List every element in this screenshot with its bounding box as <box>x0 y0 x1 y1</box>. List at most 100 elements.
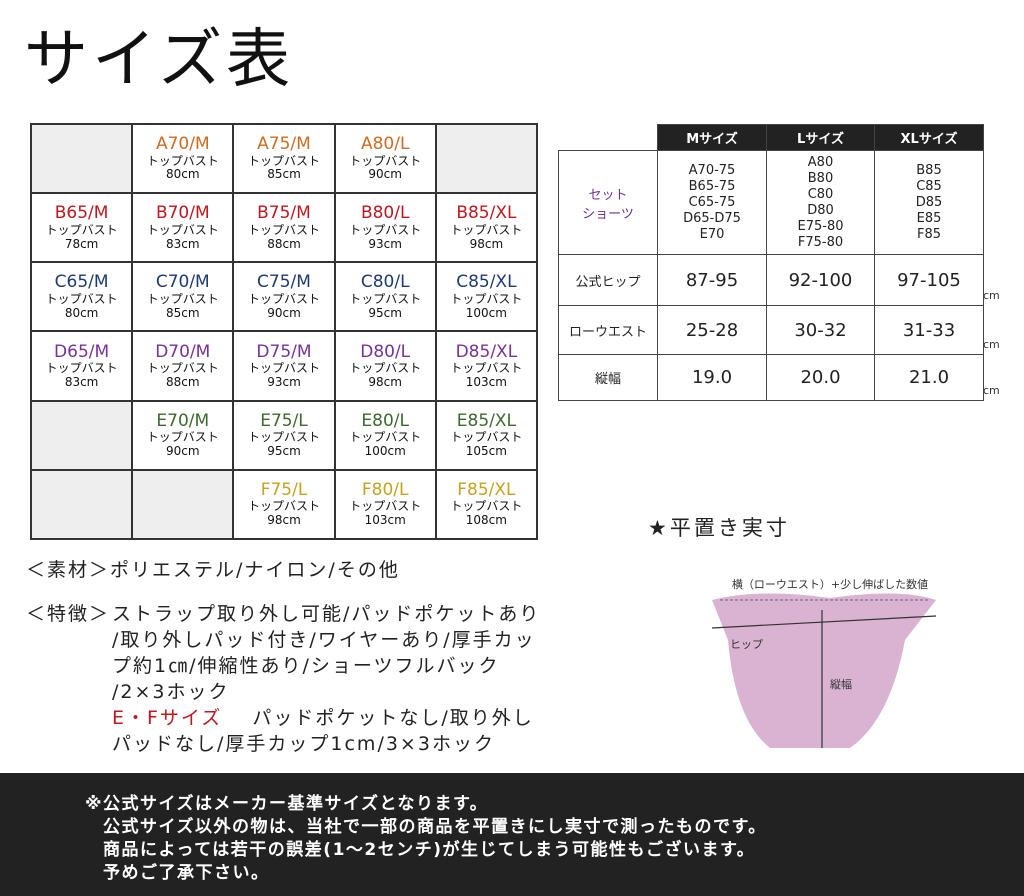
size-cell: C70/M トップバスト 85cm <box>132 262 234 332</box>
size-cell: A75/M トップバスト 85cm <box>233 124 335 194</box>
shorts-shape <box>712 593 936 748</box>
size-name: E70/M <box>156 410 210 431</box>
spec-row: 縦幅 19.0 20.0 21.0 <box>558 354 984 401</box>
bust-cm: 78cm <box>64 236 99 251</box>
size-cell: D65/M トップバスト 83cm <box>31 331 133 401</box>
bust-cm: 95cm <box>267 444 301 459</box>
size-cell: E70/M トップバスト 90cm <box>132 400 234 470</box>
size-cell: C85/XL トップバスト 100cm <box>435 262 537 332</box>
empty-cell <box>31 124 133 194</box>
feature-line: ストラップ取り外し可能/パッドポケットあり <box>112 603 541 625</box>
bust-label: トップバスト <box>247 430 320 445</box>
spec-row: 公式ヒップ 87-95 92-100 97-105 <box>558 254 984 306</box>
bust-label: トップバスト <box>349 153 422 168</box>
unit: cm <box>983 289 1000 302</box>
unit: cm <box>983 338 1000 351</box>
diagram: 横（ローウエスト）+少し伸ばした数値 ヒップ 縦幅 <box>711 577 937 748</box>
size-cell: E80/L トップバスト 100cm <box>334 400 436 470</box>
features-label: ＜特徴＞ <box>26 603 111 625</box>
size-cell: B85/XL トップバスト 98cm <box>435 193 537 263</box>
size-cell: B70/M トップバスト 83cm <box>132 193 234 263</box>
size-cell: B75/M トップバスト 88cm <box>233 193 335 263</box>
spec-value: 19.0 <box>657 354 767 401</box>
bust-label: トップバスト <box>349 361 422 376</box>
empty-cell <box>31 400 133 470</box>
column-header: Mサイズ <box>657 124 767 151</box>
set-row: セット ショーツ A70-75 B65-75 C65-75 D65-D75 E70 A80 B8… <box>558 150 984 255</box>
bust-label: トップバスト <box>146 222 219 237</box>
size-name: F85/XL <box>457 479 516 500</box>
size-cell: D70/M トップバスト 88cm <box>132 331 234 401</box>
bust-label: トップバスト <box>247 291 320 306</box>
size-name: E80/L <box>361 410 409 431</box>
empty-cell <box>31 469 133 539</box>
set-size: D85 <box>915 194 943 210</box>
bust-label: トップバスト <box>45 291 118 306</box>
footer: ※公式サイズはメーカー基準サイズとなります。 公式サイズ以外の物は、当社で一部の商… <box>0 773 1024 896</box>
size-name: A70/M <box>155 134 210 154</box>
size-cell: D75/M トップバスト 93cm <box>233 331 335 401</box>
size-cell: E75/L トップバスト 95cm <box>233 400 335 470</box>
size-name: B65/M <box>54 203 109 224</box>
bust-label: トップバスト <box>450 430 523 445</box>
material-label: ＜素材＞ <box>26 559 111 581</box>
bust-label: トップバスト <box>450 499 523 514</box>
size-name: A75/M <box>257 134 311 154</box>
bust-cm: 83cm <box>64 374 99 389</box>
hip-label: ヒップ <box>730 638 763 651</box>
bust-label: トップバスト <box>146 291 219 306</box>
spec-value: 97-105 <box>874 254 984 306</box>
footer-line: 公式サイズ以外の物は、当社で一部の商品を平置きにし実寸で測ったものです。 <box>103 817 767 837</box>
size-name: C65/M <box>54 272 109 293</box>
size-name: D65/M <box>54 341 110 362</box>
size-cell: C75/M トップバスト 90cm <box>233 262 335 332</box>
spec-value: 30-32 <box>766 305 875 355</box>
feature-line: /2×3ホック <box>112 681 230 703</box>
size-cell: A80/L トップバスト 90cm <box>334 124 436 194</box>
size-name: B75/M <box>257 203 311 224</box>
feature-line: パッドなし/厚手カップ1cm/3×3ホック <box>112 733 495 755</box>
size-name: D80/L <box>360 341 411 362</box>
size-name: C85/XL <box>456 272 517 293</box>
size-name: B70/M <box>155 203 210 224</box>
spec-value: 25-28 <box>657 305 767 355</box>
size-cell: E85/XL トップバスト 105cm <box>435 400 537 470</box>
feature-note: E・Fサイズ パッドポケットなし/取り外し <box>112 705 540 731</box>
set-size: E75-80 <box>797 218 844 234</box>
column-header: Lサイズ <box>766 124 875 151</box>
feature-line: /取り外しパッド付き/ワイヤーあり/厚手カッ <box>112 629 536 651</box>
row-label: 公式ヒップ <box>558 254 658 306</box>
bust-cm: 85cm <box>166 305 200 320</box>
set-size: C80 <box>807 186 834 202</box>
bust-cm: 88cm <box>166 374 200 389</box>
height-label: 縦幅 <box>830 677 852 691</box>
corner <box>558 124 658 151</box>
size-name: B80/L <box>360 203 410 224</box>
size-cell: B65/M トップバスト 78cm <box>31 193 133 263</box>
spec-value: 20.0 <box>766 354 875 401</box>
bust-label: トップバスト <box>247 499 320 514</box>
set-size: E85 <box>916 210 942 226</box>
bust-label: トップバスト <box>349 291 422 306</box>
set-size: C85 <box>916 178 942 194</box>
set-cell: A70-75 B65-75 C65-75 D65-D75 E70 <box>657 150 767 255</box>
footer-line: 予めご了承下さい。 <box>103 863 270 883</box>
set-size: F85 <box>916 226 942 242</box>
material: ＜素材＞ポリエステル/ナイロン/その他 <box>26 557 400 583</box>
set-size: A70-75 <box>688 162 736 178</box>
bust-label: トップバスト <box>247 222 320 237</box>
bust-cm: 80cm <box>64 305 99 320</box>
bust-label: トップバスト <box>45 361 118 376</box>
bust-label: トップバスト <box>247 153 320 168</box>
page-title: サイズ表 <box>24 23 295 97</box>
unit: cm <box>983 384 1000 397</box>
set-size: F75-80 <box>797 234 844 250</box>
bust-cm: 100cm <box>364 444 406 459</box>
bust-cm: 98cm <box>368 374 402 389</box>
size-cell: A70/M トップバスト 80cm <box>132 124 234 194</box>
spec-value: 87-95 <box>657 254 767 306</box>
size-name: D70/M <box>155 341 211 362</box>
set-cell: B85 C85 D85 E85 F85 <box>874 150 984 255</box>
size-cell: C80/L トップバスト 95cm <box>334 262 436 332</box>
bust-label: トップバスト <box>349 222 422 237</box>
